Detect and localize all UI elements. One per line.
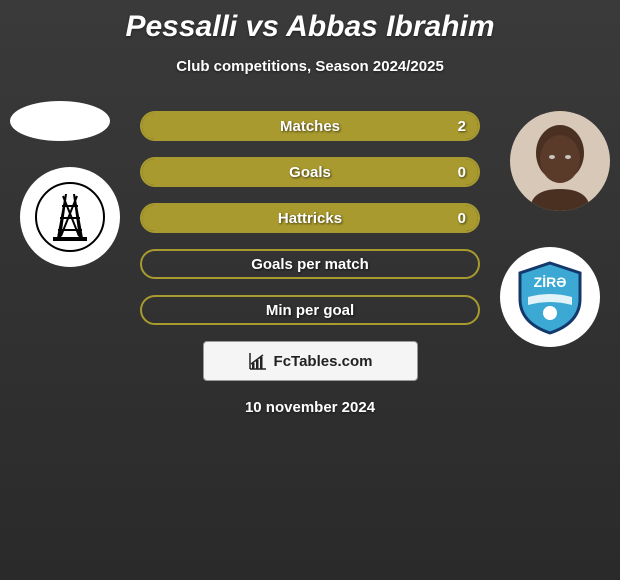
svg-text:ZİRƏ: ZİRƏ [534, 274, 567, 290]
stat-row: Hattricks 0 [140, 203, 480, 233]
club-1-logo [20, 167, 120, 267]
stat-value-right: 0 [458, 210, 466, 227]
player-2-avatar [510, 111, 610, 211]
stat-label: Goals per match [251, 256, 369, 273]
comparison-content: ZİRƏ Matches 2 Goals 0 Hattricks 0 Goals per m… [0, 111, 620, 416]
brand-footer-box: FcTables.com [203, 341, 418, 381]
zira-shield-icon: ZİRƏ [510, 257, 590, 337]
player-1-avatar [10, 101, 110, 141]
stat-value-right: 2 [458, 118, 466, 135]
person-silhouette-icon [510, 111, 610, 211]
stat-label: Goals [289, 164, 331, 181]
date-text: 10 november 2024 [0, 399, 620, 416]
stat-label: Min per goal [266, 302, 354, 319]
stat-row: Goals 0 [140, 157, 480, 187]
stat-label: Matches [280, 118, 340, 135]
oil-derrick-icon [35, 182, 105, 252]
page-title: Pessalli vs Abbas Ibrahim [0, 0, 620, 44]
subtitle: Club competitions, Season 2024/2025 [0, 58, 620, 75]
stat-value-right: 0 [458, 164, 466, 181]
bar-chart-icon [248, 351, 268, 371]
club-2-logo: ZİRƏ [500, 247, 600, 347]
stat-row: Min per goal [140, 295, 480, 325]
stat-bars: Matches 2 Goals 0 Hattricks 0 Goals per match M… [140, 111, 480, 325]
stat-row: Goals per match [140, 249, 480, 279]
brand-text: FcTables.com [274, 353, 373, 370]
stat-row: Matches 2 [140, 111, 480, 141]
stat-label: Hattricks [278, 210, 342, 227]
